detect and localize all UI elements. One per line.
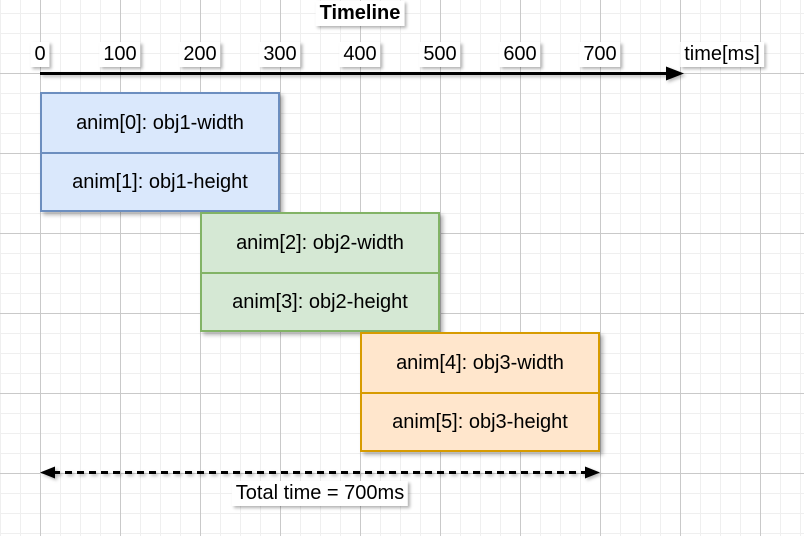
timeline-bar-label: anim[3]: obj2-height [232, 290, 408, 313]
total-time-left-arrowhead-icon [40, 466, 55, 479]
axis-tick-label: 500 [419, 42, 461, 67]
animation-block-obj3: anim[4]: obj3-width anim[5]: obj3-height [360, 332, 600, 452]
timeline-bar-label: anim[2]: obj2-width [236, 231, 404, 254]
diagram-title: Timeline [315, 1, 405, 26]
total-time-right-arrowhead-icon [585, 466, 600, 479]
axis-tick-label: 0 [30, 42, 50, 67]
timeline-bar: anim[3]: obj2-height [202, 272, 438, 330]
axis-tick-label: 400 [339, 42, 381, 67]
timeline-bar-label: anim[4]: obj3-width [396, 351, 564, 374]
animation-block-obj1: anim[0]: obj1-width anim[1]: obj1-height [40, 92, 280, 212]
timeline-bar-label: anim[5]: obj3-height [392, 410, 568, 433]
total-time-label: Total time = 700ms [231, 481, 409, 506]
axis-tick-label: 200 [179, 42, 221, 67]
axis-tick-label: 300 [259, 42, 301, 67]
axis-arrowhead-icon [666, 66, 684, 81]
animation-block-obj2: anim[2]: obj2-width anim[3]: obj2-height [200, 212, 440, 332]
axis-tick-label: 100 [99, 42, 141, 67]
timeline-bar: anim[1]: obj1-height [42, 152, 278, 210]
axis-tick-label: 600 [499, 42, 541, 67]
axis-unit-label: time[ms] [680, 42, 764, 67]
axis-tick-label: 700 [579, 42, 621, 67]
timeline-bar-label: anim[0]: obj1-width [76, 111, 244, 134]
timeline-bar-label: anim[1]: obj1-height [72, 170, 248, 193]
timeline-bar: anim[4]: obj3-width [362, 334, 598, 392]
timeline-bar: anim[2]: obj2-width [202, 214, 438, 272]
timeline-bar: anim[5]: obj3-height [362, 392, 598, 450]
timeline-bar: anim[0]: obj1-width [42, 94, 278, 152]
